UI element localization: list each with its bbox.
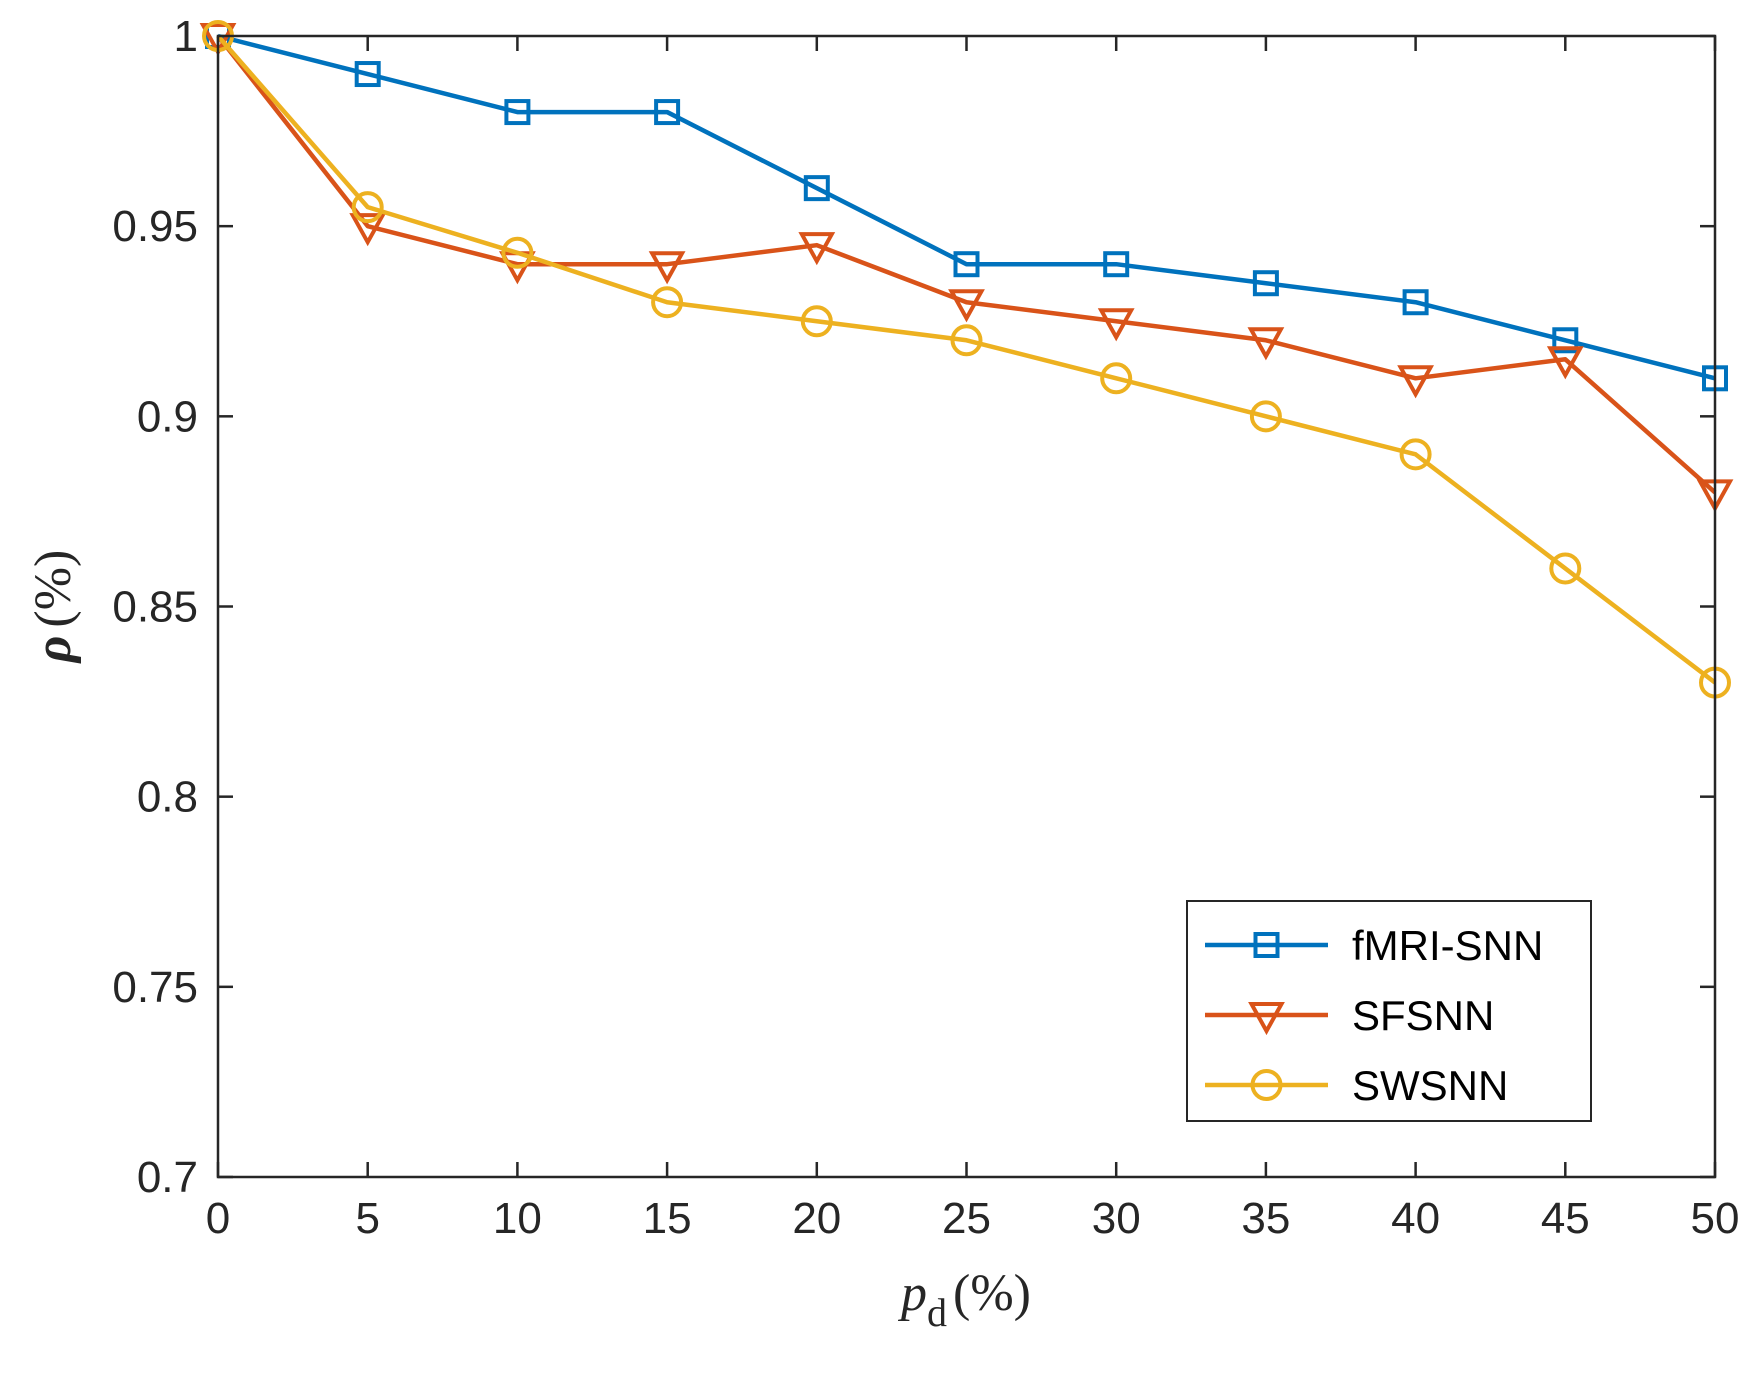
y-tick-label: 0.8 [137, 773, 198, 822]
x-tick-label: 35 [1241, 1194, 1290, 1243]
data-point-circle [1250, 1069, 1283, 1101]
x-tick-label: 30 [1092, 1194, 1141, 1243]
legend-entry: SFSNN [1205, 992, 1494, 1039]
x-axis-label: pd (%) [897, 1265, 1031, 1335]
legend: fMRI-SNN SFSNN SWSNN [1186, 900, 1592, 1122]
data-point-square [1552, 327, 1579, 354]
y-tick-label: 1 [174, 12, 198, 61]
data-point-circle [1549, 552, 1582, 585]
y-axis-label: ρ (%) [25, 550, 82, 665]
data-point-square [504, 99, 531, 126]
x-axis-label-unit: (%) [953, 1265, 1031, 1322]
data-point-circle [1399, 438, 1432, 471]
data-point-circle [351, 191, 384, 224]
data-point-square [1252, 270, 1279, 297]
x-tick-label: 40 [1391, 1194, 1440, 1243]
x-axis-label-main: p [897, 1265, 927, 1322]
data-point-square [803, 175, 830, 202]
tick-labels: 0 5 10 15 20 25 30 35 40 45 50 0.7 0.75 0.8 0.85 0.9 0.9… [112, 12, 1739, 1243]
data-point-square [1253, 932, 1280, 958]
x-tick-label: 5 [355, 1194, 379, 1243]
x-tick-label: 0 [206, 1194, 230, 1243]
data-point-circle [651, 286, 684, 319]
data-point-triangle [948, 289, 985, 323]
data-point-triangle [648, 251, 686, 285]
plot-frame [216, 34, 1717, 1179]
data-point-triangle [349, 213, 387, 247]
data-point-circle [501, 236, 534, 269]
x-tick-label: 10 [493, 1194, 542, 1243]
legend-label: SFSNN [1352, 992, 1494, 1039]
data-point-square [953, 251, 980, 278]
x-tick-label: 50 [1691, 1194, 1740, 1243]
series-line [216, 34, 1717, 685]
data-point-circle [800, 305, 833, 338]
y-axis-label-unit: (%) [25, 550, 82, 628]
legend-entry: SWSNN [1205, 1062, 1508, 1109]
data-point-circle [1100, 362, 1133, 395]
data-point-square [1103, 251, 1130, 278]
data-point-square [654, 99, 681, 126]
y-tick-label: 0.85 [112, 583, 198, 632]
data-point-circle [950, 324, 983, 357]
series-layer [199, 20, 1734, 699]
series-sfsnn [199, 23, 1734, 513]
data-point-triangle [1248, 1002, 1285, 1036]
y-tick-label: 0.75 [112, 963, 198, 1012]
y-tick-label: 0.95 [112, 202, 198, 251]
x-axis-label-sub: d [927, 1290, 947, 1335]
x-tick-label: 25 [942, 1194, 991, 1243]
series-line [217, 33, 1716, 381]
data-point-triangle [798, 232, 836, 266]
data-point-square [354, 61, 381, 88]
data-point-triangle [1247, 327, 1285, 361]
data-point-triangle [1097, 308, 1135, 342]
legend-entry: fMRI-SNN [1205, 922, 1543, 969]
data-point-triangle [1546, 346, 1584, 380]
series-line [216, 34, 1717, 495]
x-tick-label: 15 [643, 1194, 692, 1243]
x-tick-label: 45 [1541, 1194, 1590, 1243]
data-point-circle [1249, 400, 1282, 433]
legend-label: SWSNN [1352, 1062, 1508, 1109]
y-tick-label: 0.9 [137, 392, 198, 441]
data-point-triangle [199, 23, 237, 57]
x-tick-label: 20 [792, 1194, 841, 1243]
legend-label: fMRI-SNN [1352, 922, 1543, 969]
data-point-triangle [1397, 365, 1434, 399]
y-tick-label: 0.7 [137, 1153, 198, 1202]
data-point-square [1402, 289, 1429, 316]
y-axis-label-main: ρ [25, 636, 82, 665]
